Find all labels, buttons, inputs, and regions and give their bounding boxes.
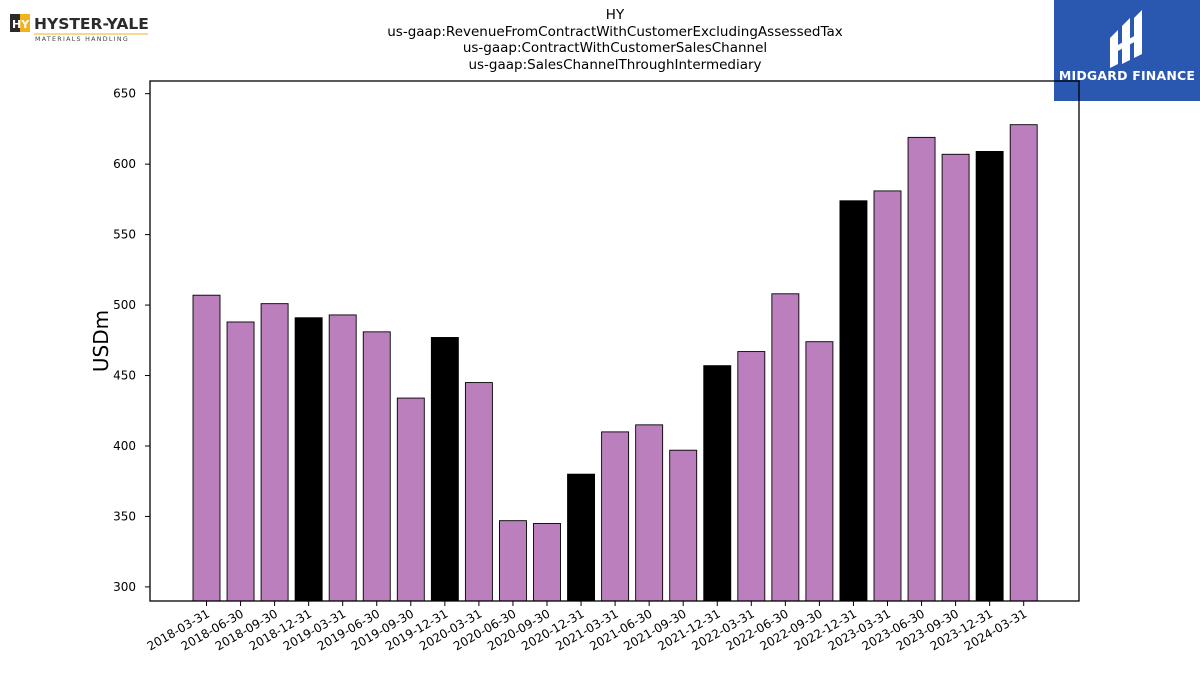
y-tick-label-600: 600 [113, 157, 136, 171]
bar-2018-09-30 [260, 303, 289, 602]
bar-2022-03-31 [737, 351, 766, 602]
midgard-finance-wordmark: MIDGARD FINANCE [1058, 68, 1196, 83]
y-tick-label-450: 450 [113, 369, 136, 383]
bar-2022-09-30 [805, 341, 834, 602]
y-tick-label-500: 500 [113, 298, 136, 312]
bar-2023-03-31 [873, 190, 902, 602]
bar-2021-06-30 [635, 424, 664, 602]
y-axis: 300 350 400 450 500 550 600 650 [113, 87, 150, 594]
y-tick-label-550: 550 [113, 228, 136, 242]
y-tick-label-350: 350 [113, 509, 136, 523]
bar-2019-06-30 [362, 331, 391, 602]
y-axis-label: USDm [89, 310, 113, 372]
plot-frame [149, 80, 1080, 602]
bar-2024-03-31 [1009, 124, 1038, 602]
bar-2021-12-31 [703, 365, 732, 602]
hyster-yale-wordmark: HYSTER-YALE [34, 15, 149, 33]
y-tick-label-300: 300 [113, 580, 136, 594]
chart-title-ticker: HY [605, 7, 625, 23]
bar-2023-06-30 [907, 136, 936, 602]
bar-2019-09-30 [396, 397, 425, 602]
x-axis: 2018-03-312018-06-302018-09-302018-12-31… [145, 601, 1029, 653]
bars-group [192, 124, 1038, 602]
bar-2023-09-30 [941, 153, 970, 602]
bar-2022-06-30 [771, 293, 800, 602]
chart-title-axis: us-gaap:ContractWithCustomerSalesChannel [462, 40, 768, 56]
bar-2019-03-31 [328, 314, 357, 602]
chart-title-member: us-gaap:SalesChannelThroughIntermediary [468, 56, 762, 73]
y-tick-label-650: 650 [113, 87, 136, 101]
hy-mark-text: HY [12, 18, 30, 31]
bar-2021-09-30 [669, 449, 698, 602]
bar-2018-12-31 [294, 317, 323, 602]
midgard-finance-logo: MIDGARD FINANCE [1054, 0, 1200, 101]
bar-2020-03-31 [464, 382, 493, 602]
bar-2023-12-31 [975, 151, 1004, 602]
hyster-yale-subtitle: MATERIALS HANDLING [35, 36, 129, 43]
hyster-yale-logo: HY HYSTER-YALE MATERIALS HANDLING [8, 8, 153, 46]
chart-title-concept: us-gaap:RevenueFromContractWithCustomerE… [387, 23, 843, 40]
bar-2020-12-31 [567, 473, 595, 602]
bar-2022-12-31 [839, 200, 868, 602]
bar-2020-09-30 [533, 523, 561, 602]
bar-2021-03-31 [601, 431, 630, 602]
bar-2019-12-31 [430, 337, 459, 602]
midgard-mark-icon [1110, 10, 1142, 68]
bar-2018-03-31 [192, 294, 221, 602]
y-tick-label-400: 400 [113, 439, 136, 453]
chart-title-block: HY us-gaap:RevenueFromContractWithCustom… [315, 7, 915, 73]
bar-2018-06-30 [226, 321, 255, 602]
bar-2020-06-30 [499, 520, 527, 602]
